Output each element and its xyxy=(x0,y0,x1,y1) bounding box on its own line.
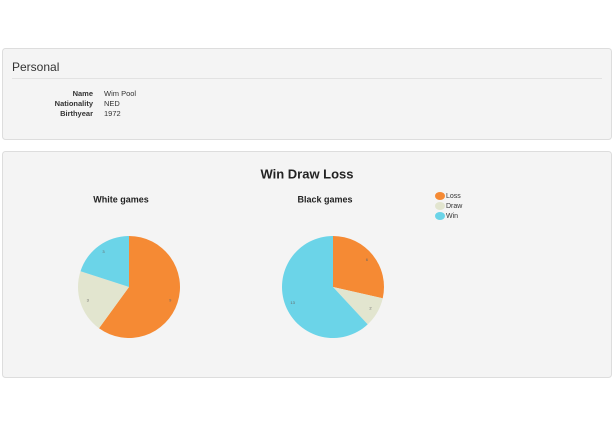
value-label: 3 xyxy=(87,297,90,302)
pie-slice xyxy=(333,287,383,325)
value-label: 2 xyxy=(369,306,372,311)
field-value: Wim Pool xyxy=(104,89,136,98)
pie-slice xyxy=(78,271,129,329)
fields: Name Wim Pool Nationality NED Birthyear 1972 xyxy=(55,89,137,118)
charts: White games 9 3 3 Black games 6 2 13 Loss Draw Win xyxy=(78,192,463,338)
chart-title: Black games xyxy=(297,194,352,204)
value-label: 9 xyxy=(169,297,172,302)
legend-swatch xyxy=(435,212,445,220)
chart-title: White games xyxy=(93,194,149,204)
field-label: Birthyear xyxy=(60,109,93,118)
value-label: 13 xyxy=(290,300,295,305)
pie-slice xyxy=(282,236,368,338)
results-title: Win Draw Loss xyxy=(260,166,353,181)
pie-slice xyxy=(80,236,129,287)
pie-slice xyxy=(333,236,384,299)
field-value: 1972 xyxy=(104,109,121,118)
legend-swatch xyxy=(435,192,445,200)
field-label: Name xyxy=(73,89,93,98)
legend-label: Draw xyxy=(446,203,463,210)
legend-label: Loss xyxy=(446,193,461,200)
value-label: 3 xyxy=(102,249,105,254)
field-value: NED xyxy=(104,99,120,108)
panel-title: Personal xyxy=(12,60,59,74)
field-label: Nationality xyxy=(55,99,94,108)
value-label: 6 xyxy=(366,257,369,262)
pie-slice xyxy=(99,236,180,338)
personal-panel xyxy=(2,48,612,140)
legend-swatch xyxy=(435,202,445,210)
legend-label: Win xyxy=(446,213,458,220)
